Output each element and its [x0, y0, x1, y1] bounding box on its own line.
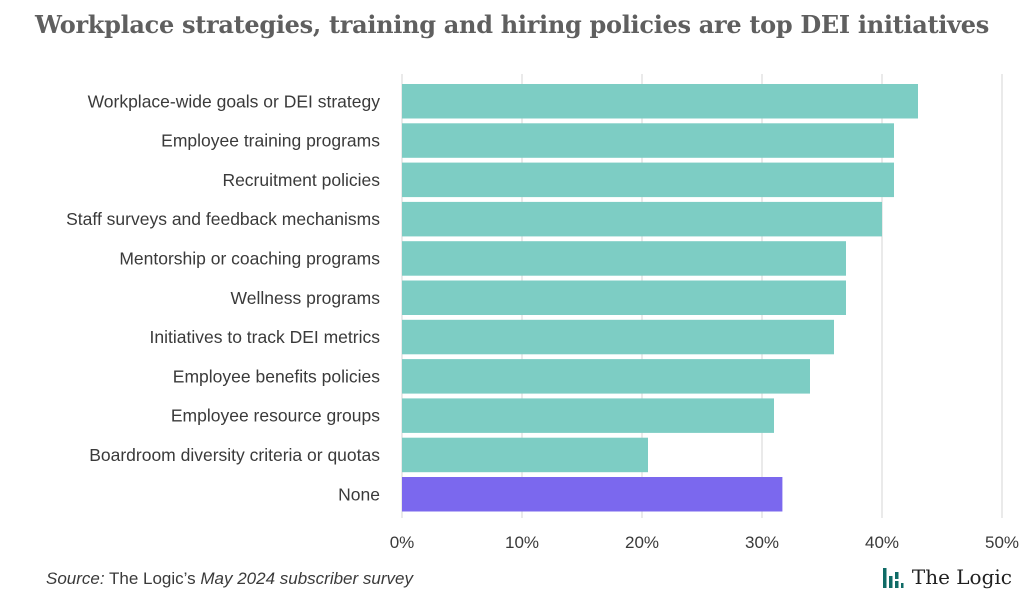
- x-tick-label: 40%: [865, 533, 899, 552]
- bar: [402, 162, 894, 198]
- category-label: Boardroom diversity criteria or quotas: [89, 445, 380, 465]
- bars: [402, 84, 918, 512]
- bar: [402, 84, 918, 119]
- category-label: Staff surveys and feedback mechanisms: [66, 209, 380, 229]
- brand-logo: The Logic: [882, 564, 1012, 590]
- bar: [402, 437, 648, 473]
- x-tick-label: 0%: [390, 533, 415, 552]
- category-label: Mentorship or coaching programs: [119, 248, 380, 268]
- source-prefix: Source:: [46, 569, 105, 588]
- chart-title: Workplace strategies, training and hirin…: [35, 10, 989, 39]
- source-survey: May 2024 subscriber survey: [200, 569, 413, 588]
- bar: [402, 477, 783, 512]
- category-label: Workplace-wide goals or DEI strategy: [88, 91, 381, 111]
- bar: [402, 241, 846, 276]
- source-publisher: The Logic’s: [104, 569, 201, 588]
- x-tick-label: 10%: [505, 533, 539, 552]
- category-label: Employee resource groups: [171, 406, 380, 426]
- source-note: Source: The Logic’s May 2024 subscriber …: [46, 569, 413, 589]
- the-logic-logo-icon: [882, 568, 904, 588]
- category-label: Employee benefits policies: [173, 366, 380, 386]
- bar: [402, 201, 882, 237]
- category-label: Wellness programs: [231, 288, 381, 308]
- category-label: Employee training programs: [161, 131, 380, 151]
- bar: [402, 319, 834, 355]
- category-label: Initiatives to track DEI metrics: [150, 327, 381, 347]
- category-label: None: [338, 484, 380, 504]
- category-label: Recruitment policies: [222, 170, 380, 190]
- bar: [402, 359, 810, 394]
- category-labels: Workplace-wide goals or DEI strategy Empl…: [66, 91, 380, 504]
- x-tick-label: 20%: [625, 533, 659, 552]
- brand-name: The Logic: [911, 565, 1012, 589]
- bar: [402, 280, 846, 315]
- bar: [402, 398, 774, 433]
- x-tick-label: 30%: [745, 533, 779, 552]
- x-axis-ticks: 0% 10% 20% 30% 40% 50%: [390, 533, 1019, 552]
- x-tick-label: 50%: [985, 533, 1019, 552]
- bar: [402, 123, 894, 158]
